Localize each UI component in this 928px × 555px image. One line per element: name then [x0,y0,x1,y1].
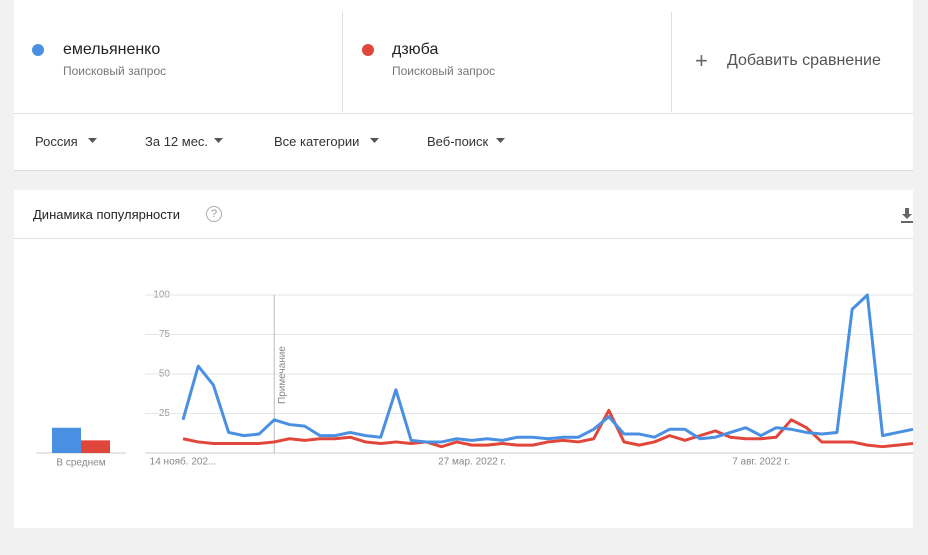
add-icon[interactable]: + [695,48,708,73]
legend-dot [32,44,44,56]
term-name[interactable]: дзюба [392,41,439,58]
chart-card [14,190,913,528]
filter[interactable]: За 12 мес. [145,134,209,149]
x-tick-label: 14 нояб. 202... [150,456,217,468]
average-label: В среднем [56,458,105,469]
series-line [182,408,914,449]
divider [14,238,913,239]
add-comparison[interactable]: Добавить сравнение [727,52,881,69]
header-card [14,0,913,171]
section-title: Динамика популярности [33,207,180,222]
help-icon[interactable]: ? [206,206,222,222]
x-tick-label: 27 мар. 2022 г. [438,457,506,468]
filter[interactable]: Все категории [274,134,360,149]
term-name[interactable]: емельяненко [63,41,161,58]
download-icon[interactable] [900,207,914,223]
series-line [181,293,914,444]
annotation-text: Примечание [277,346,288,404]
filter[interactable]: Россия [35,134,78,149]
term-type: Поисковый запрос [392,64,496,78]
divider [14,113,913,114]
x-tick-label: 7 авг. 2022 г. [732,457,789,468]
divider [342,12,343,112]
average-bar [52,427,81,453]
download-glyph [901,208,913,223]
average-bar [81,440,110,453]
legend-dot [362,44,374,56]
term-type: Поисковый запрос [63,64,167,78]
divider [671,12,672,112]
filter[interactable]: Веб-поиск [427,134,489,149]
